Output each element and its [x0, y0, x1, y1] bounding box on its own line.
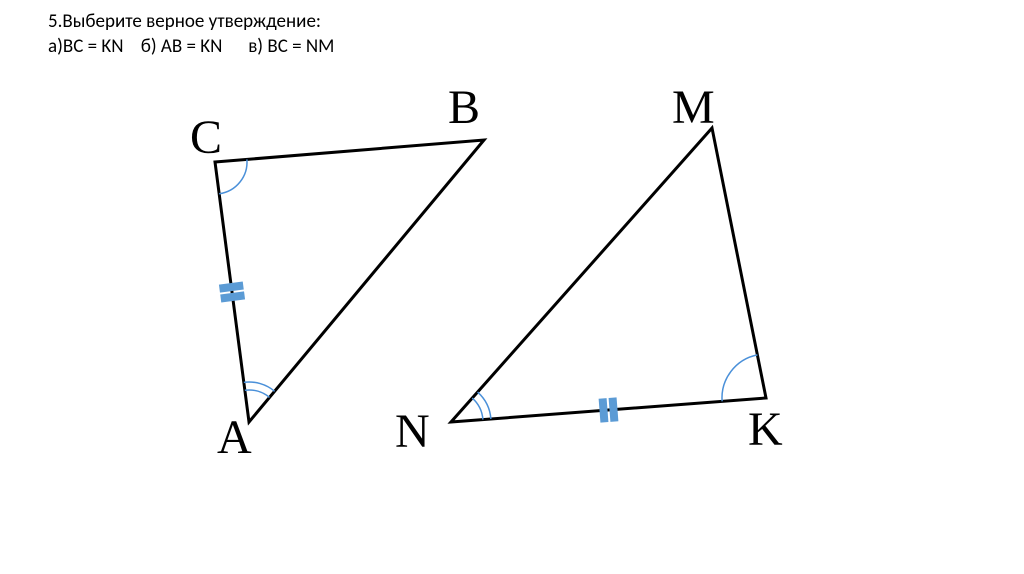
triangle-nkm — [451, 128, 766, 422]
geometry-diagram — [0, 0, 1024, 574]
label-K: K — [748, 402, 783, 457]
label-A: A — [217, 410, 252, 465]
label-N: N — [395, 404, 430, 459]
page: 5.Выберите верное утверждение: а)BC = KN… — [0, 0, 1024, 574]
label-B: B — [448, 80, 480, 135]
arcs-abc — [219, 159, 274, 397]
triangle-abc-shape — [215, 140, 484, 422]
triangle-nkm-shape — [451, 128, 766, 422]
triangle-abc — [215, 140, 484, 422]
label-M: M — [672, 80, 715, 135]
label-C: C — [190, 110, 222, 165]
